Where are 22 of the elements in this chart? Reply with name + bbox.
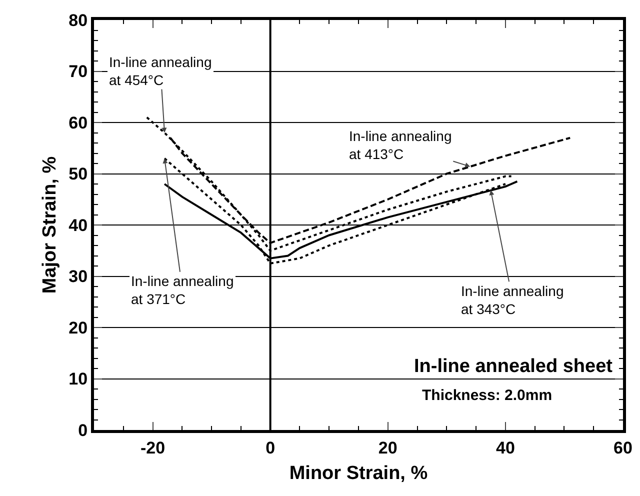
x-tick-label: 60 bbox=[614, 438, 632, 458]
x-axis-title: Minor Strain, % bbox=[289, 463, 428, 484]
y-tick-label: 10 bbox=[68, 370, 88, 389]
x-tick-label: 40 bbox=[496, 438, 515, 458]
x-tick-label: -20 bbox=[140, 438, 166, 458]
y-tick-label: 80 bbox=[68, 10, 88, 30]
y-tick-label: 40 bbox=[68, 216, 88, 235]
y-axis-title: Major Strain, % bbox=[40, 156, 61, 294]
y-tick-label: 50 bbox=[68, 164, 88, 184]
annotation: Thickness: 2.0mm bbox=[422, 387, 552, 404]
y-tick-label: 30 bbox=[68, 267, 88, 286]
x-tick-label: 20 bbox=[378, 438, 398, 458]
y-tick-label: 20 bbox=[68, 318, 88, 338]
annotation: In-line annealing at 454°C bbox=[109, 54, 212, 88]
y-tick-label: 60 bbox=[68, 113, 88, 132]
annotation: In-line annealing at 371°C bbox=[131, 273, 234, 308]
x-tick-label: 0 bbox=[266, 438, 276, 458]
annotation: In-line annealing at 343°C bbox=[461, 283, 564, 318]
annotation: In-line annealed sheet bbox=[414, 356, 614, 377]
y-tick-label: 70 bbox=[68, 62, 88, 82]
y-tick-label: 0 bbox=[78, 420, 88, 440]
annotation: In-line annealing at 413°C bbox=[349, 128, 452, 162]
